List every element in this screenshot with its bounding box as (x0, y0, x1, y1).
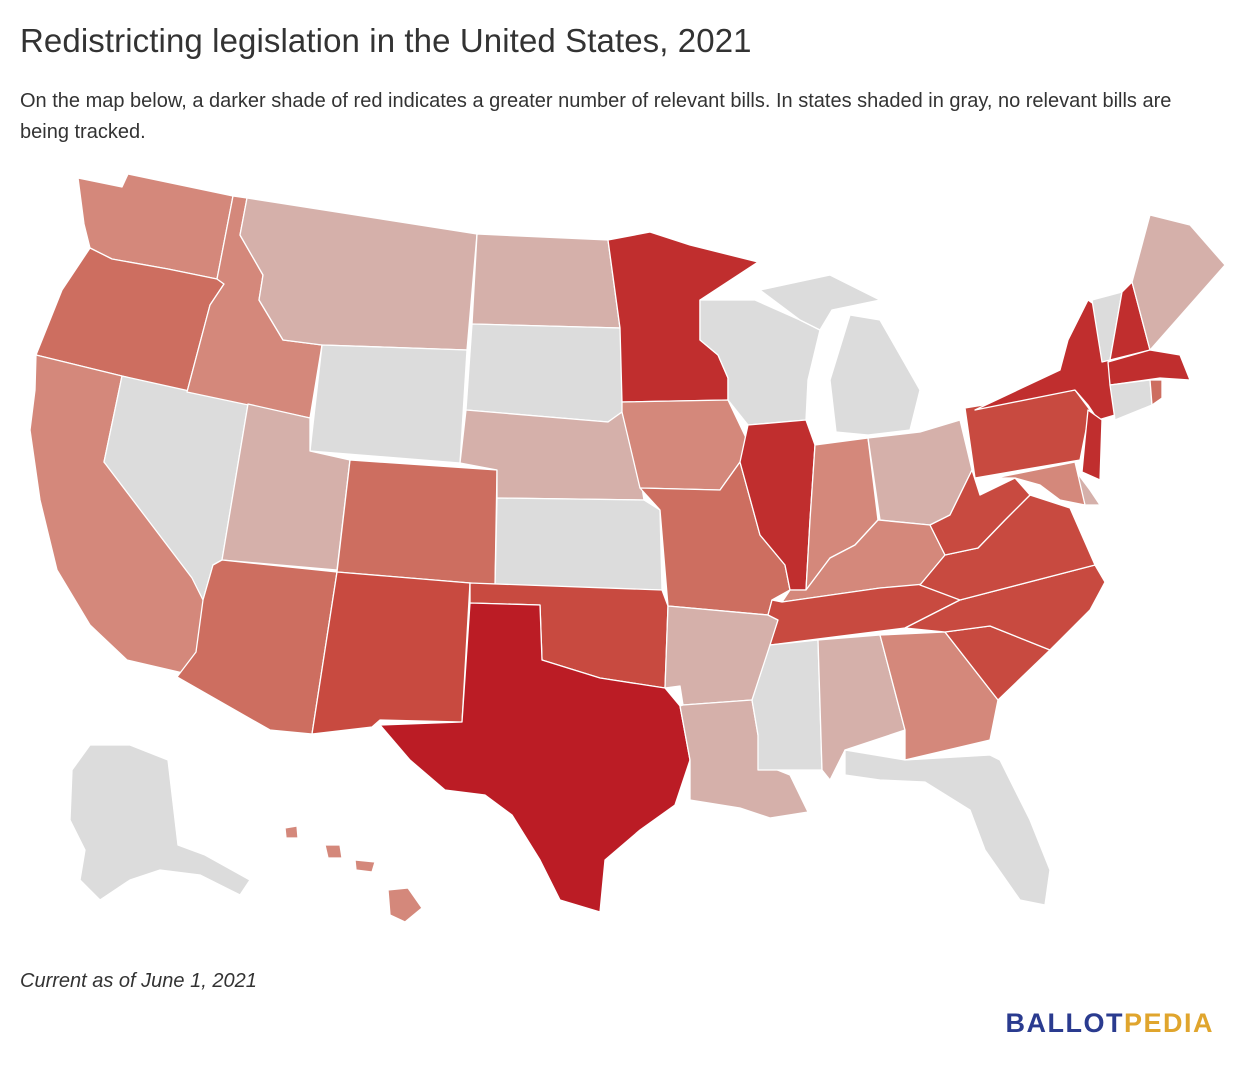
date-note: Current as of June 1, 2021 (20, 970, 257, 992)
state-mt[interactable] (239, 197, 478, 351)
state-ks[interactable] (494, 497, 663, 591)
state-nd[interactable] (471, 233, 621, 329)
state-mi[interactable] (759, 274, 921, 436)
state-hi[interactable] (284, 825, 423, 923)
state-ri[interactable] (1149, 379, 1163, 406)
state-md[interactable] (994, 461, 1086, 506)
state-co[interactable] (336, 459, 498, 586)
state-wv[interactable] (929, 469, 1031, 556)
state-nj[interactable] (1081, 409, 1103, 481)
state-wy[interactable] (309, 344, 468, 464)
state-tx[interactable] (379, 602, 691, 913)
us-map (29, 173, 1226, 923)
logo-part-ballot: BALLOT (1005, 1008, 1124, 1038)
state-ct[interactable] (1109, 379, 1153, 421)
ballotpedia-logo[interactable]: BALLOTPEDIA (1005, 1008, 1214, 1039)
state-me[interactable] (1131, 214, 1226, 351)
state-sd[interactable] (465, 323, 627, 423)
chart-subtitle: On the map below, a darker shade of red … (20, 90, 1172, 143)
logo-part-pedia: PEDIA (1123, 1008, 1214, 1038)
chart-title: Redistricting legislation in the United … (20, 22, 752, 59)
state-nm[interactable] (311, 571, 471, 735)
state-fl[interactable] (844, 749, 1051, 906)
state-ak[interactable] (69, 744, 251, 901)
